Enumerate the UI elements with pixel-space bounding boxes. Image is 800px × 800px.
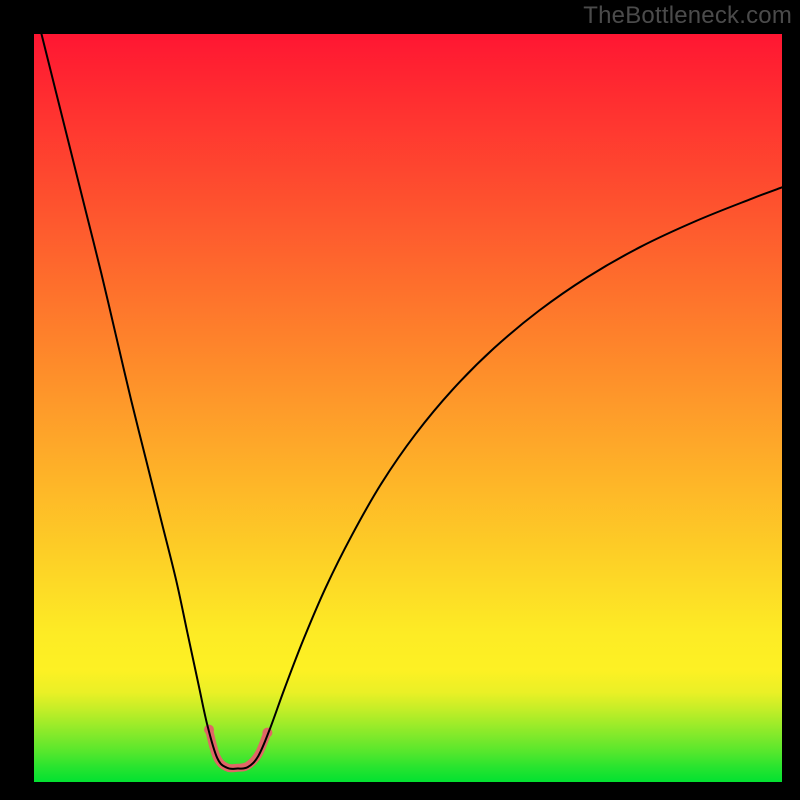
bottleneck-curve (41, 34, 782, 769)
basin-highlight (209, 730, 267, 769)
watermark-text: TheBottleneck.com (583, 2, 792, 30)
plot-area (34, 34, 782, 782)
curve-layer (34, 34, 782, 782)
chart-frame: TheBottleneck.com (0, 0, 800, 800)
